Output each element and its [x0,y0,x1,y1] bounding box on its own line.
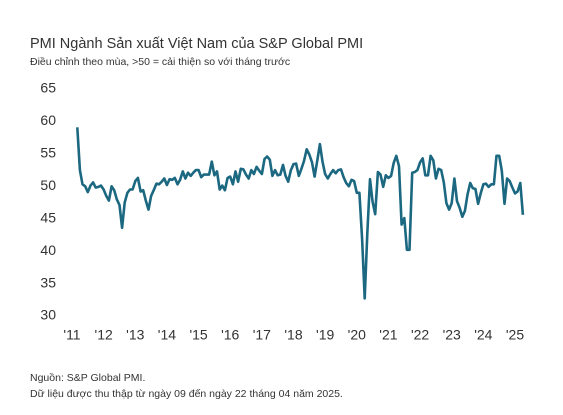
y-tick-label: 30 [40,307,56,323]
x-tick-label: '16 [221,327,239,343]
y-tick-label: 65 [40,80,56,96]
x-tick-label: '17 [253,327,271,343]
x-tick-label: '14 [158,327,176,343]
chart-title: PMI Ngành Sản xuất Việt Nam của S&P Glob… [30,36,363,52]
source: Nguồn: S&P Global PMI. [30,372,145,384]
x-tick-label: '25 [506,327,524,343]
x-tick-label: '23 [443,327,461,343]
x-tick-label: '22 [411,327,429,343]
y-tick-label: 60 [40,112,56,128]
x-tick-label: '21 [379,327,397,343]
y-tick-label: 35 [40,274,56,290]
y-tick-label: 55 [40,145,56,161]
note: Dữ liệu được thu thập từ ngày 09 đến ngà… [30,388,343,400]
y-tick-label: 40 [40,242,56,258]
y-tick-label: 50 [40,177,56,193]
y-tick-label: 45 [40,209,56,225]
line [76,127,525,300]
x-tick-label: '11 [63,327,80,343]
x-tick-label: '15 [189,327,207,343]
x-tick-label: '12 [95,327,113,343]
chart-subtitle: Điều chỉnh theo mùa, >50 = cải thiện so … [30,56,290,68]
x-tick-label: '13 [126,327,144,343]
x-tick-label: '24 [474,327,492,343]
x-tick-label: '18 [284,327,302,343]
x-tick-label: '20 [348,327,366,343]
x-tick-label: '19 [316,327,334,343]
